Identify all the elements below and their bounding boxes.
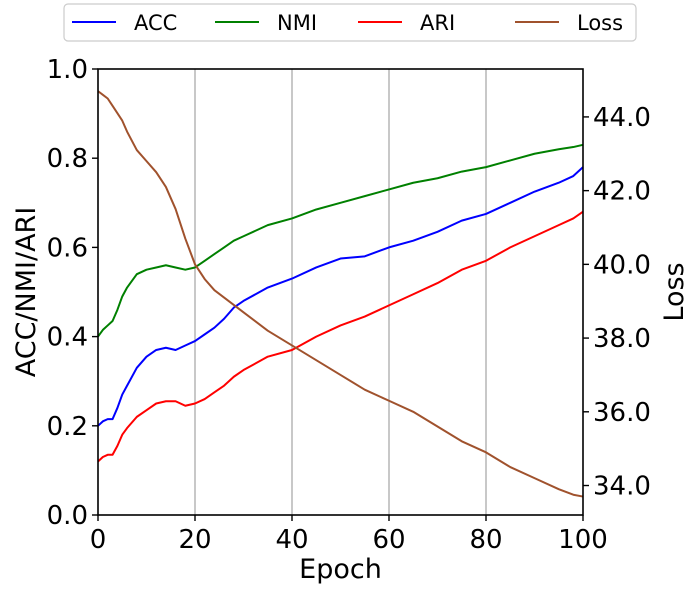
y-right-tick-label: 36.0 bbox=[593, 398, 651, 428]
y-left-tick-label: 0.0 bbox=[47, 501, 88, 531]
y-right-tick-label: 34.0 bbox=[593, 472, 651, 502]
series-lines bbox=[97, 90, 584, 498]
series-line-acc bbox=[97, 166, 584, 427]
legend: ACC NMI ARI Loss bbox=[63, 3, 637, 42]
x-axis-title: Epoch bbox=[299, 554, 382, 585]
legend-label-loss: Loss bbox=[577, 11, 623, 35]
x-tick-label: 80 bbox=[469, 525, 502, 555]
legend-label-acc: ACC bbox=[134, 11, 177, 35]
y-left-tick-label: 1.0 bbox=[47, 55, 88, 85]
legend-box bbox=[63, 3, 637, 42]
y-right-tick-label: 42.0 bbox=[593, 177, 651, 207]
legend-label-nmi: NMI bbox=[277, 11, 317, 35]
x-tick-label: 100 bbox=[558, 525, 608, 555]
y-left-tick-label: 0.6 bbox=[47, 233, 88, 263]
x-tick-label: 0 bbox=[90, 525, 107, 555]
y-axis-right: 34.0 36.0 38.0 40.0 42.0 44.0 bbox=[583, 103, 651, 502]
plot-frame bbox=[97, 68, 584, 516]
x-tick-label: 60 bbox=[372, 525, 405, 555]
y-left-tick-label: 0.8 bbox=[47, 144, 88, 174]
series-line-ari bbox=[97, 210, 584, 463]
y-left-tick-label: 0.4 bbox=[47, 323, 88, 353]
y-right-tick-label: 40.0 bbox=[593, 250, 651, 280]
legend-label-ari: ARI bbox=[420, 11, 455, 35]
x-tick-label: 20 bbox=[178, 525, 211, 555]
y-axis-right-title: Loss bbox=[659, 262, 690, 321]
series-line-loss bbox=[97, 90, 584, 498]
grid-lines bbox=[194, 69, 487, 515]
y-axis-left: 0.0 0.2 0.4 0.6 0.8 1.0 bbox=[47, 55, 98, 531]
series-line-nmi bbox=[97, 143, 584, 338]
y-left-tick-label: 0.2 bbox=[47, 412, 88, 442]
y-right-tick-label: 44.0 bbox=[593, 103, 651, 133]
y-right-tick-label: 38.0 bbox=[593, 324, 651, 354]
x-tick-label: 40 bbox=[275, 525, 308, 555]
x-axis: 0 20 40 60 80 100 bbox=[90, 515, 608, 555]
y-axis-left-title: ACC/NMI/ARI bbox=[11, 207, 42, 378]
